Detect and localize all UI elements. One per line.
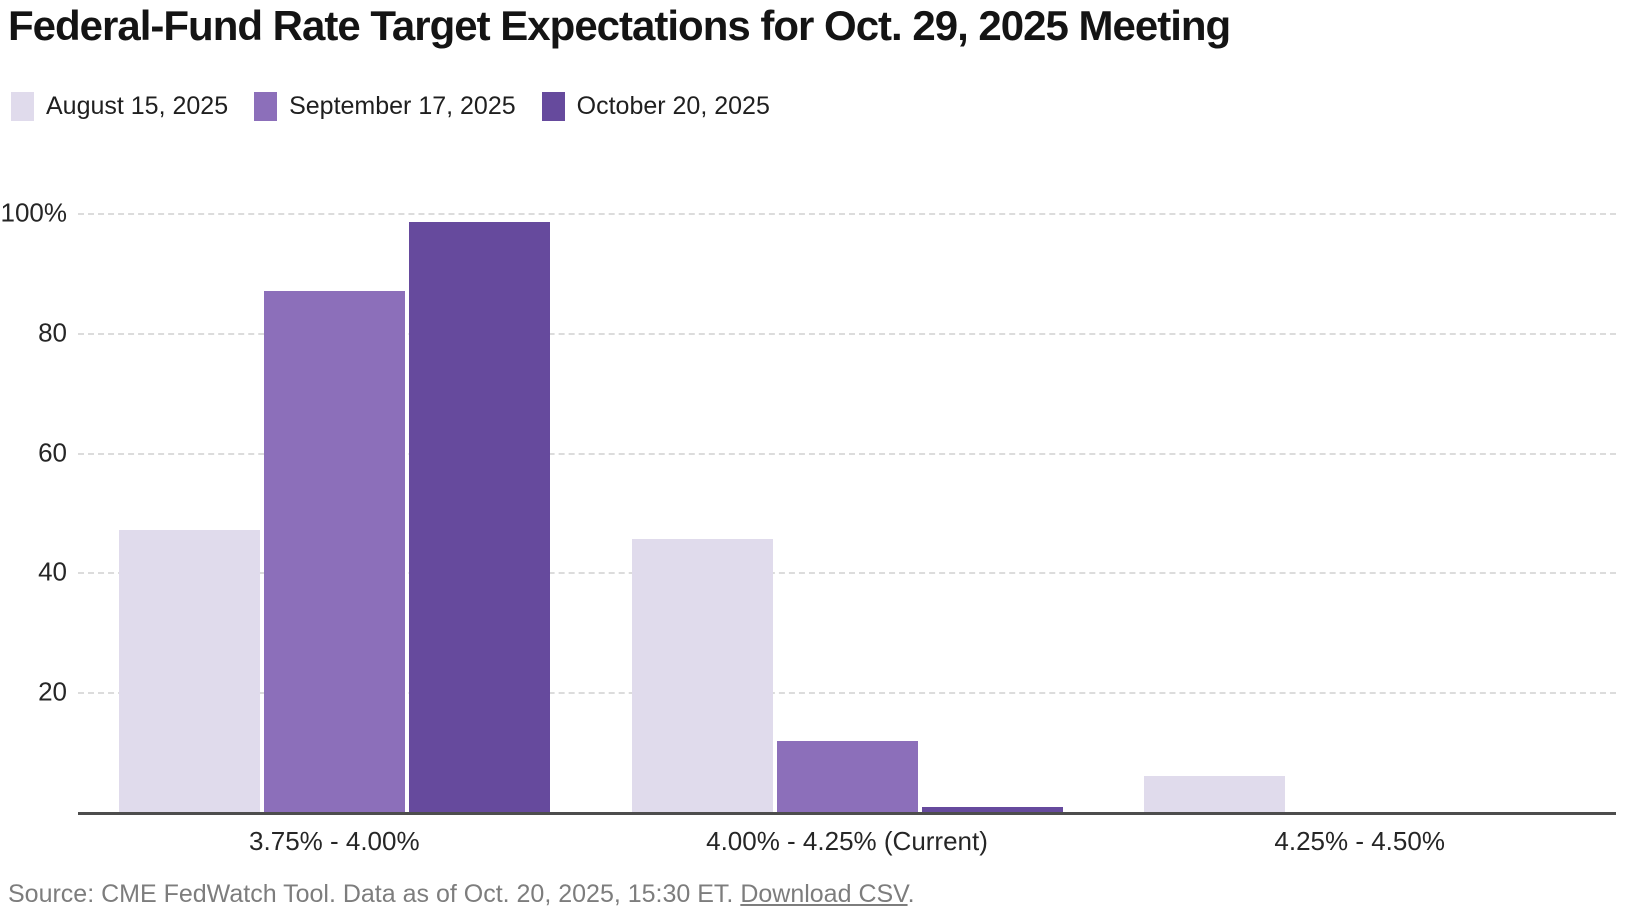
legend-swatch-icon [254, 92, 278, 121]
x-axis-category-label: 4.25% - 4.50% [1274, 826, 1445, 856]
legend-item: August 15, 2025 [11, 92, 228, 121]
y-axis-tick-label: 60 [38, 437, 67, 468]
x-axis-labels: 3.75% - 4.00% 4.00% - 4.25% (Current) 4.25… [78, 826, 1616, 857]
y-axis: 100% 80 60 40 20 [0, 198, 68, 812]
gridline [78, 332, 1616, 335]
bar-group [591, 213, 1104, 812]
legend-label: October 20, 2025 [576, 92, 770, 120]
legend-swatch-icon [541, 92, 565, 121]
download-csv-link[interactable]: Download CSV [740, 880, 908, 908]
legend-item: October 20, 2025 [541, 92, 770, 121]
bar [408, 222, 550, 812]
bar [921, 807, 1063, 812]
bar [263, 290, 405, 812]
x-axis-category-label: 4.00% - 4.25% (Current) [706, 826, 988, 856]
legend-label: August 15, 2025 [46, 92, 229, 120]
bar [776, 741, 918, 812]
gridline [78, 692, 1616, 695]
y-axis-tick-label: 100% [0, 197, 68, 228]
legend-swatch-icon [11, 92, 34, 121]
legend: August 15, 2025 September 17, 2025 October… [11, 92, 770, 121]
bar-group [1103, 213, 1616, 812]
chart-title: Federal-Fund Rate Target Expectations fo… [8, 2, 1231, 49]
legend-label: September 17, 2025 [289, 92, 516, 120]
plot-area [78, 213, 1616, 812]
bar-groups [78, 213, 1616, 812]
legend-item: September 17, 2025 [254, 92, 516, 121]
bar [118, 530, 260, 812]
y-axis-tick-label: 20 [38, 676, 67, 707]
bar-group [78, 213, 591, 812]
x-axis-category-label: 3.75% - 4.00% [249, 826, 420, 856]
source-text-suffix: . [907, 880, 915, 908]
gridline [78, 572, 1616, 575]
x-axis-line [78, 812, 1616, 815]
source-text: Source: CME FedWatch Tool. Data as of Oc… [8, 880, 741, 908]
gridline [78, 213, 1616, 215]
y-axis-tick-label: 40 [38, 556, 67, 587]
bar [1144, 776, 1286, 812]
source-note: Source: CME FedWatch Tool. Data as of Oc… [8, 880, 915, 909]
gridline [78, 452, 1616, 455]
bar [631, 539, 773, 812]
y-axis-tick-label: 80 [38, 317, 67, 348]
